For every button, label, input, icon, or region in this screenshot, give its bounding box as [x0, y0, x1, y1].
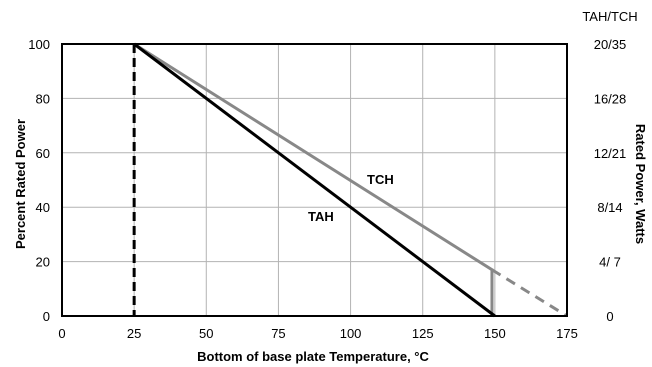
y2-tick-label: 20/35 — [594, 37, 627, 52]
y-axis-title: Percent Rated Power — [13, 119, 28, 249]
y2-axis-header: TAH/TCH — [582, 9, 637, 24]
y2-tick-label: 12/21 — [594, 146, 627, 161]
series-label-tch: TCH — [367, 172, 394, 187]
series-extension-tch — [491, 268, 568, 318]
y-tick-label: 20 — [36, 255, 50, 270]
series-label-tah: TAH — [308, 209, 334, 224]
x-tick-label: 125 — [412, 326, 434, 341]
x-tick-label: 150 — [484, 326, 506, 341]
plot-frame — [61, 43, 568, 317]
y-tick-label: 60 — [36, 146, 50, 161]
x-tick-label: 175 — [556, 326, 578, 341]
y2-tick-label: 0 — [606, 309, 613, 324]
y-tick-label: 40 — [36, 200, 50, 215]
y-tick-label: 0 — [43, 309, 50, 324]
x-tick-label: 25 — [127, 326, 141, 341]
y2-tick-label: 4/ 7 — [599, 255, 621, 270]
x-tick-label: 50 — [199, 326, 213, 341]
series-line-tah — [133, 42, 496, 318]
y2-axis-title: Rated Power, Watts — [633, 124, 648, 244]
y-tick-label: 100 — [28, 37, 50, 52]
y-tick-label: 80 — [36, 91, 50, 106]
x-tick-label: 75 — [271, 326, 285, 341]
grid-layer — [62, 44, 567, 316]
y2-tick-label: 16/28 — [594, 91, 627, 106]
series-layer — [132, 42, 568, 318]
x-tick-label: 0 — [58, 326, 65, 341]
x-axis-title: Bottom of base plate Temperature, °C — [197, 349, 429, 364]
x-tick-label: 100 — [340, 326, 362, 341]
y2-tick-label: 8/14 — [597, 200, 622, 215]
